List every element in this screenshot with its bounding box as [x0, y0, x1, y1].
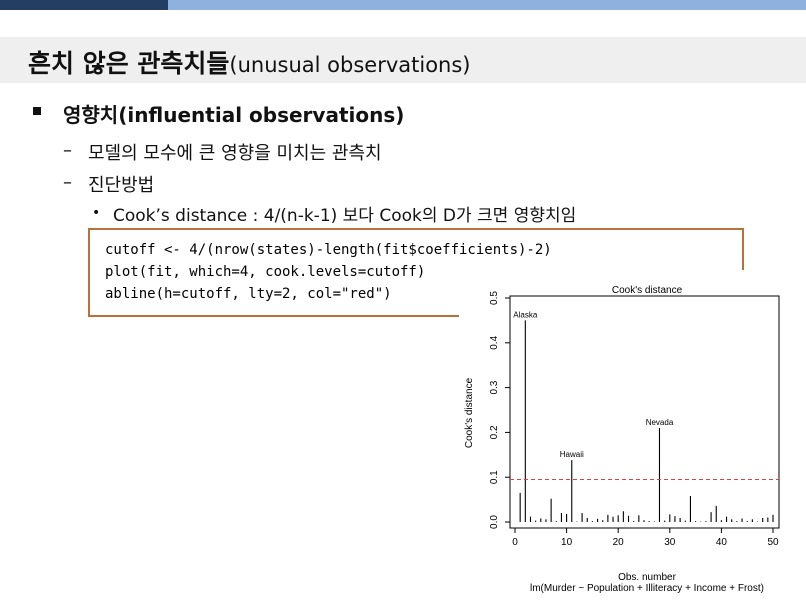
code-line-3: abline(h=cutoff, lty=2, col="red") [105, 286, 392, 302]
y-tick-label: 0.4 [489, 335, 500, 349]
title-band [0, 37, 806, 83]
cooks-distance-plot: Cook's distance Cook's distance Obs. num… [459, 270, 806, 596]
chart-title: Cook's distance [612, 285, 683, 296]
chart-ylabel: Cook's distance [464, 377, 475, 448]
y-tick-label: 0.2 [489, 425, 500, 439]
slide-title-en: (unusual observations) [229, 53, 471, 77]
plot-frame [509, 295, 780, 529]
code-line-1: cutoff <- 4/(nrow(states)-length(fit$coe… [105, 242, 552, 258]
x-tick-label: 30 [664, 537, 676, 548]
subpoint-definition: 모델의 모수에 큰 영향을 미치는 관측치 [88, 143, 382, 164]
x-tick-label: 40 [716, 537, 728, 548]
x-tick-label: 0 [512, 537, 518, 548]
x-tick-label: 50 [767, 537, 779, 548]
dot-bullet: • [92, 205, 101, 221]
x-tick-label: 10 [561, 537, 573, 548]
chart-xlabel: Obs. number [618, 572, 676, 583]
dash-bullet-2: – [63, 172, 72, 193]
square-bullet-icon [33, 107, 41, 115]
x-tick-label: 20 [613, 537, 625, 548]
y-tick-label: 0.3 [489, 380, 500, 394]
slide-title-ko: 흔치 않은 관측치들 [28, 49, 230, 78]
point-label-nevada: Nevada [646, 418, 674, 427]
point-label-hawaii: Hawaii [560, 450, 584, 459]
top-accent-bar-light [168, 0, 806, 10]
subpoint-cooks-distance: Cook’s distance : 4/(n-k-1) 보다 Cook의 D가 … [113, 206, 577, 226]
y-tick-label: 0.1 [489, 470, 500, 484]
bullet-influential: 영향치(influential observations) [63, 103, 405, 127]
y-tick-label: 0.0 [489, 515, 500, 529]
slide-title: 흔치 않은 관측치들(unusual observations) [28, 44, 471, 80]
dash-bullet-1: – [63, 140, 72, 161]
top-accent-bar-dark [0, 0, 168, 10]
cooks-distance-chart: Cook's distance Cook's distance Obs. num… [464, 285, 780, 594]
code-line-2: plot(fit, which=4, cook.levels=cutoff) [105, 264, 426, 280]
subpoint-diagnosis: 진단방법 [88, 175, 155, 196]
chart-model-formula: lm(Murder ~ Population + Illiteracy + In… [530, 583, 764, 594]
y-tick-label: 0.5 [489, 291, 500, 305]
point-label-alaska: Alaska [513, 310, 538, 319]
